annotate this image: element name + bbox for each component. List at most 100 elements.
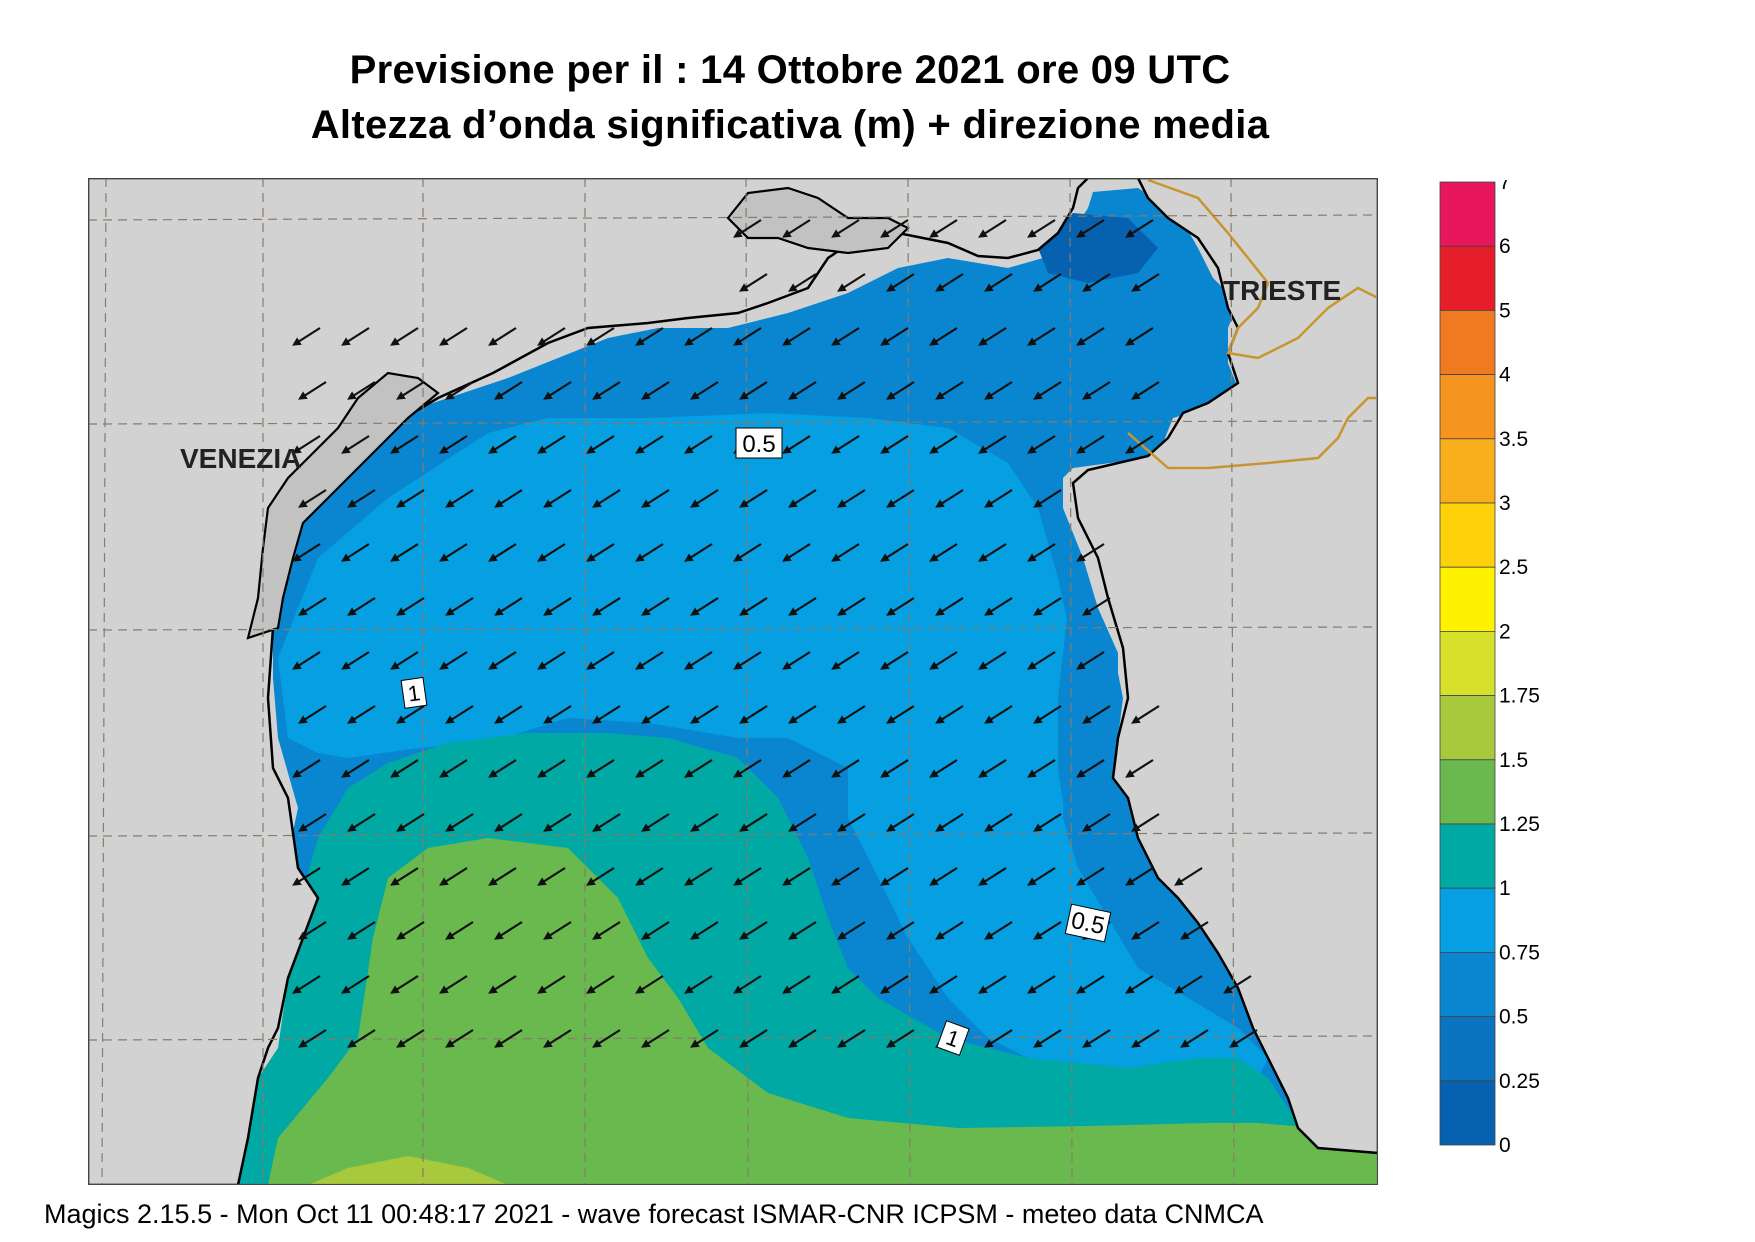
direction-arrow xyxy=(788,381,817,400)
direction-arrow xyxy=(298,489,327,508)
direction-arrow xyxy=(782,327,811,346)
direction-arrow xyxy=(690,1029,719,1048)
legend-swatch xyxy=(1439,1080,1496,1146)
legend-swatch xyxy=(1439,887,1496,953)
direction-arrow xyxy=(690,705,719,724)
direction-arrow xyxy=(1131,273,1160,292)
direction-arrow xyxy=(837,921,866,940)
direction-arrow xyxy=(733,327,762,346)
direction-arrow xyxy=(837,813,866,832)
direction-arrow xyxy=(739,705,768,724)
direction-arrow xyxy=(586,435,615,454)
direction-arrow xyxy=(396,813,425,832)
direction-arrow xyxy=(935,705,964,724)
direction-arrow xyxy=(1223,975,1252,994)
place-label-trieste: TRIESTE xyxy=(1223,275,1341,306)
direction-arrow xyxy=(984,597,1013,616)
direction-arrow xyxy=(1033,273,1062,292)
direction-arrow xyxy=(341,327,370,346)
direction-arrow xyxy=(396,597,425,616)
direction-arrow xyxy=(347,489,376,508)
direction-arrow xyxy=(837,597,866,616)
direction-arrow xyxy=(494,489,523,508)
direction-arrow xyxy=(1076,327,1105,346)
direction-arrow xyxy=(1076,759,1105,778)
legend-swatch xyxy=(1439,823,1496,889)
direction-arrow xyxy=(733,867,762,886)
direction-arrow xyxy=(1076,219,1105,238)
direction-arrow xyxy=(984,489,1013,508)
direction-arrow xyxy=(929,327,958,346)
direction-arrow xyxy=(788,597,817,616)
direction-arrow xyxy=(537,543,566,562)
direction-arrow xyxy=(347,381,376,400)
direction-arrow xyxy=(1027,435,1056,454)
direction-arrow xyxy=(635,759,664,778)
direction-arrow xyxy=(439,867,468,886)
direction-arrow xyxy=(831,435,860,454)
direction-arrow xyxy=(1082,813,1111,832)
direction-arrow xyxy=(929,543,958,562)
direction-arrow xyxy=(782,435,811,454)
legend-swatch xyxy=(1439,181,1496,247)
direction-arrow xyxy=(592,1029,621,1048)
direction-arrow xyxy=(494,705,523,724)
legend-tick-label: 7 xyxy=(1499,180,1511,194)
direction-arrow xyxy=(788,921,817,940)
direction-arrow xyxy=(1131,381,1160,400)
direction-arrow xyxy=(880,867,909,886)
direction-arrow xyxy=(984,921,1013,940)
legend-tick-label: 0.75 xyxy=(1499,941,1540,964)
direction-arrow xyxy=(439,435,468,454)
direction-arrow xyxy=(1033,813,1062,832)
direction-arrow xyxy=(298,381,327,400)
direction-arrow xyxy=(782,975,811,994)
direction-arrow xyxy=(782,543,811,562)
direction-arrow xyxy=(494,813,523,832)
contour-label-north: 0.5 xyxy=(735,427,783,459)
sea-band-0.5-0.75 xyxy=(278,413,1268,1098)
direction-arrow xyxy=(445,381,474,400)
legend-tick-label: 1.5 xyxy=(1499,749,1528,772)
direction-arrow xyxy=(298,597,327,616)
direction-arrow xyxy=(1125,219,1154,238)
legend-tick-label: 1 xyxy=(1499,877,1511,900)
direction-arrow xyxy=(592,489,621,508)
direction-arrow xyxy=(886,597,915,616)
direction-arrow xyxy=(494,921,523,940)
direction-arrow xyxy=(1082,597,1111,616)
direction-arrow xyxy=(788,705,817,724)
direction-arrow xyxy=(782,867,811,886)
direction-arrow xyxy=(690,597,719,616)
direction-arrow xyxy=(1131,705,1160,724)
direction-arrow xyxy=(1076,651,1105,670)
direction-arrow xyxy=(1027,327,1056,346)
direction-arrow xyxy=(733,759,762,778)
direction-arrow xyxy=(298,813,327,832)
map-subtitle: Altezza d’onda significativa (m) + direz… xyxy=(310,103,1270,147)
footer-credit: Magics 2.15.5 - Mon Oct 11 00:48:17 2021… xyxy=(44,1199,1264,1229)
direction-arrow xyxy=(788,273,817,292)
svg-text:0.5: 0.5 xyxy=(742,431,775,458)
direction-arrow xyxy=(684,651,713,670)
direction-arrow xyxy=(488,435,517,454)
direction-arrow xyxy=(984,1029,1013,1048)
direction-arrow xyxy=(886,273,915,292)
direction-arrow xyxy=(586,975,615,994)
direction-arrow xyxy=(880,975,909,994)
place-label-venezia: VENEZIA xyxy=(180,443,301,474)
direction-arrow xyxy=(935,813,964,832)
map-frame xyxy=(88,178,1378,1185)
direction-arrow xyxy=(292,327,321,346)
direction-arrow xyxy=(488,327,517,346)
direction-arrow xyxy=(837,273,866,292)
direction-arrow xyxy=(543,1029,572,1048)
legend-swatch xyxy=(1439,438,1496,504)
direction-arrow xyxy=(684,543,713,562)
legend-tick-label: 3 xyxy=(1499,492,1511,515)
direction-arrow xyxy=(445,813,474,832)
direction-arrow xyxy=(837,1029,866,1048)
political-border xyxy=(1127,178,1378,470)
direction-arrow xyxy=(984,705,1013,724)
direction-arrow xyxy=(390,543,419,562)
